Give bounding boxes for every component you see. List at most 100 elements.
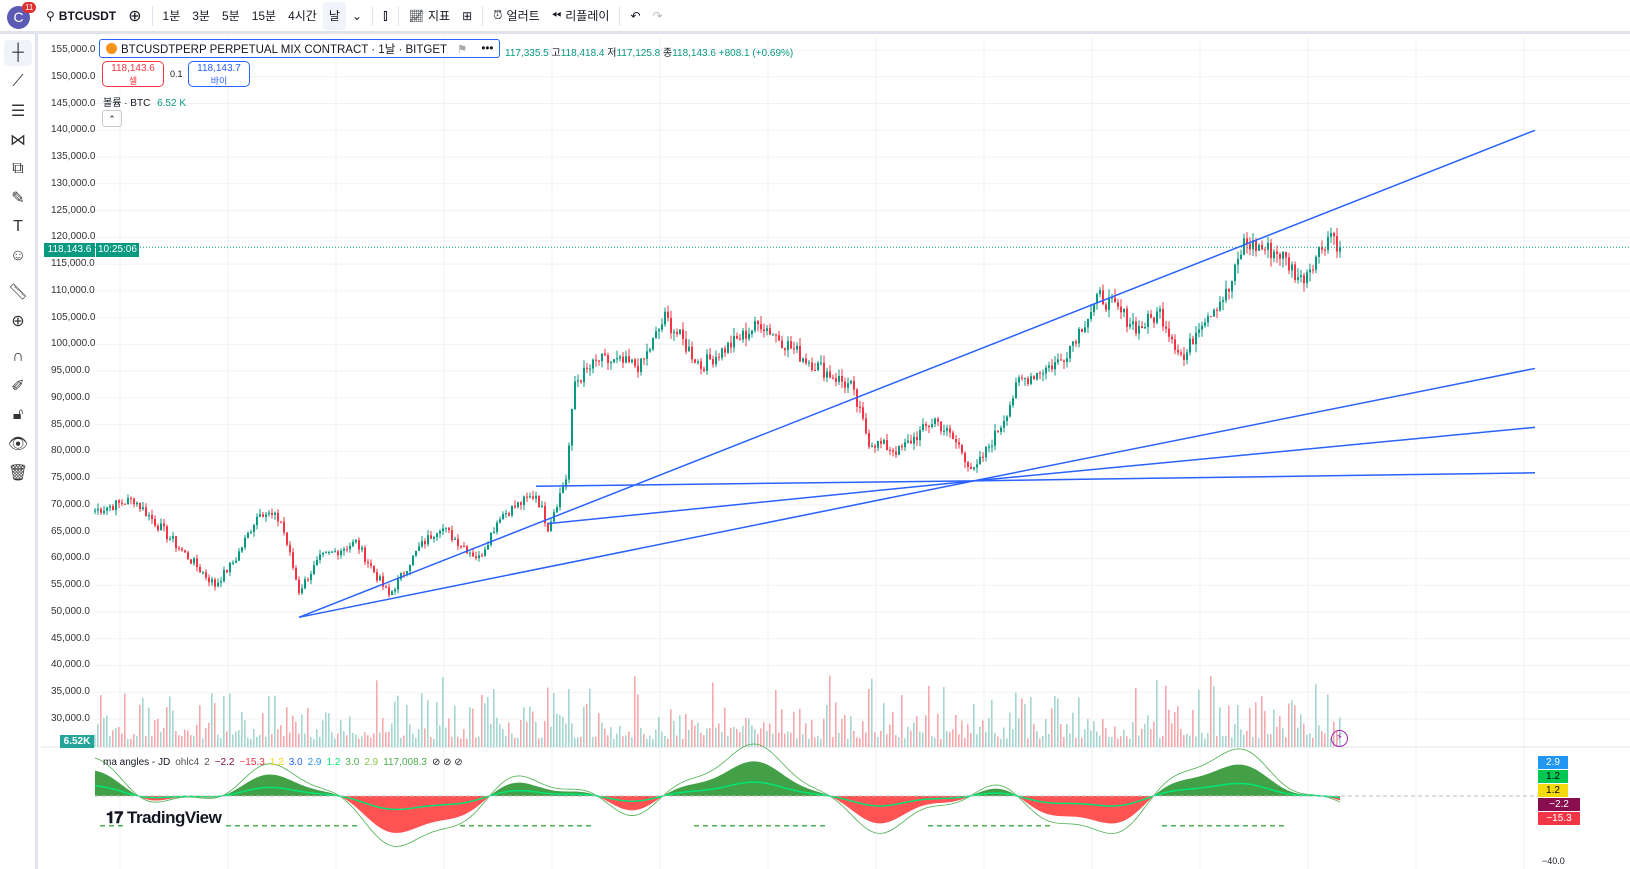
volume-bar [547, 687, 549, 747]
ohlc-values: 117,335.5 고118,418.4 저117,125.8 종118,143… [505, 48, 794, 59]
candle [202, 572, 204, 574]
volume-bar [1246, 730, 1248, 747]
volume-bar [439, 725, 441, 747]
volume-bar [349, 716, 351, 747]
magnet-icon[interactable]: ∩ [12, 348, 24, 365]
eye-icon[interactable]: 👁︎ [7, 436, 29, 453]
trash-icon[interactable]: 🗑︎ [7, 465, 29, 482]
volume-bar [142, 697, 144, 747]
top-toolbar: C 11 ⚲ BTCUSDT ⊕ 1분 3분 5분 15분 4시간 날 ⌄ ⫾ 📈… [0, 0, 1630, 34]
trend-line-icon[interactable]: ⟋ [12, 73, 24, 90]
candle [1051, 365, 1053, 370]
signal-dot [262, 825, 267, 827]
candle [412, 555, 414, 566]
candle [205, 572, 207, 578]
forecast-icon[interactable]: ⧉ [12, 160, 24, 177]
candle [610, 361, 612, 363]
indicator-legend[interactable]: ma angles - JD ohlc4 2 −2.2 −15.3 1.2 3.0 2.… [103, 757, 463, 768]
candle [793, 348, 795, 350]
parallel-lines-icon[interactable]: ☰ [10, 103, 26, 120]
divider [371, 5, 373, 26]
candle [595, 359, 597, 361]
emoji-icon[interactable]: ☺ [9, 247, 27, 264]
candle [730, 342, 732, 348]
candle [1282, 251, 1284, 259]
candle [1066, 358, 1068, 362]
volume-bar [529, 706, 531, 747]
candle [331, 551, 333, 553]
indicators-button[interactable]: 📈︎ 지표 [403, 2, 456, 30]
candle [334, 551, 336, 553]
interval-1d[interactable]: 날 [322, 1, 346, 30]
undo-icon[interactable]: ↶ [630, 8, 641, 23]
signal-dot [811, 825, 816, 827]
interval-4h[interactable]: 4시간 [288, 9, 317, 23]
brush-icon[interactable]: ✎ [11, 190, 25, 207]
alerts-button[interactable]: ⏰︎ 얼러트 [487, 2, 546, 30]
pattern-icon[interactable]: ⋈ [10, 132, 26, 149]
interval-5m[interactable]: 5분 [221, 9, 240, 23]
candle [1228, 288, 1230, 292]
replay-button[interactable]: ⏪︎ 리플레이 [546, 2, 616, 30]
symbol-search-button[interactable]: ⚲ BTCUSDT [40, 2, 122, 30]
ruler-icon[interactable]: 📏︎ [7, 284, 29, 301]
volume-bar [334, 738, 336, 747]
candle [970, 466, 972, 470]
bar-countdown-badge: 10:25:06 [96, 243, 139, 257]
candle [835, 378, 837, 382]
candle [175, 536, 177, 549]
redo-icon[interactable]: ↷ [652, 8, 663, 23]
candle [481, 555, 483, 557]
candle [853, 381, 855, 390]
volume-bar [376, 680, 378, 747]
tradingview-logo[interactable]: 𝟏𝟕 TradingView [106, 808, 222, 827]
candle [1249, 244, 1251, 250]
volume-bar [781, 709, 783, 747]
candle [997, 430, 999, 432]
candle [1300, 275, 1302, 278]
chevron-down-icon[interactable]: ⌄ [351, 8, 362, 23]
volume-bar [724, 707, 726, 747]
lightning-icon[interactable]: ⚡︎ [1331, 730, 1348, 747]
indicator-ma-line [94, 781, 1341, 811]
text-icon[interactable]: T [13, 218, 23, 235]
volume-bar [634, 676, 636, 747]
collapse-legend-button[interactable]: ⌃ [102, 110, 122, 127]
volume-bar [187, 730, 189, 747]
interval-1m[interactable]: 1분 [162, 9, 181, 23]
candle [1120, 306, 1122, 313]
volume-bar [367, 735, 369, 747]
candle [496, 522, 498, 532]
volume-bar [499, 724, 501, 747]
lock-drawing-icon[interactable]: ✐ [11, 378, 25, 395]
candle [340, 550, 342, 555]
candle [304, 579, 306, 589]
flag-icon[interactable]: ⚑ [457, 43, 468, 56]
volume-bar [730, 727, 732, 747]
crosshair-icon[interactable]: ┼ [4, 40, 32, 66]
lock-icon[interactable]: 🔓︎ [12, 406, 24, 423]
candle [1093, 303, 1095, 313]
layouts-icon[interactable]: ⊞ [462, 8, 473, 23]
buy-button[interactable]: 118,143.7 바이 [188, 61, 250, 87]
price-axis-label: 120,000.0 [51, 231, 96, 243]
volume-bar [328, 713, 330, 747]
add-symbol-icon[interactable]: ⊕ [128, 7, 142, 25]
candle-type-icon[interactable]: ⫾ [382, 7, 388, 24]
candle [628, 356, 630, 363]
candle [505, 512, 507, 515]
signal-dot [1027, 825, 1032, 827]
volume-bar [1003, 727, 1005, 747]
divider [619, 5, 621, 26]
price-axis-label: 155,000.0 [51, 44, 96, 55]
sell-button[interactable]: 118,143.6 셀 [102, 61, 164, 87]
interval-15m[interactable]: 15분 [251, 9, 277, 23]
zoom-in-icon[interactable]: ⊕ [11, 313, 25, 330]
interval-3m[interactable]: 3분 [192, 9, 210, 23]
symbol-legend[interactable]: BTCUSDTPERP PERPETUAL MIX CONTRACT · 1날 … [99, 39, 501, 58]
volume-bar [1135, 687, 1137, 747]
candle [97, 508, 99, 511]
more-icon[interactable]: ••• [481, 42, 494, 55]
candle [1072, 341, 1074, 346]
